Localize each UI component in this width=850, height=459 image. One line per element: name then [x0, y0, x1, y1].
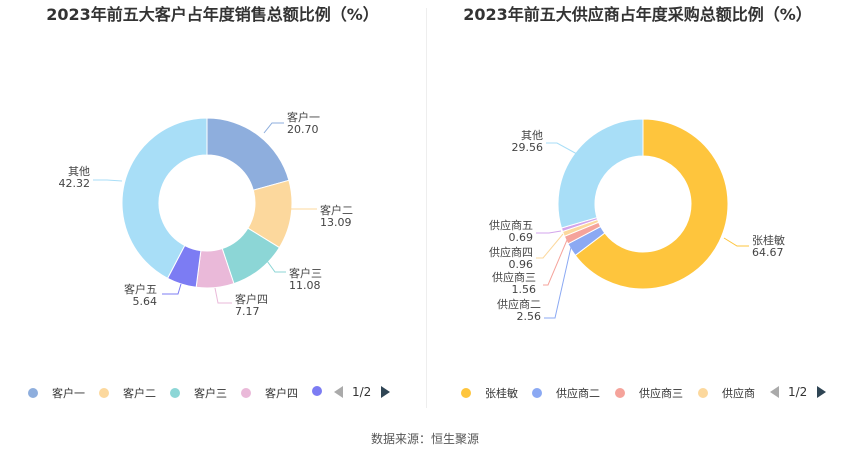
legend-next-page-arrow-icon[interactable]	[817, 386, 826, 398]
legend-label: 供应商三	[639, 387, 683, 400]
legend-label: 供应商	[722, 387, 755, 400]
pie-slice-1[interactable]	[206, 117, 290, 191]
label-leader-line	[536, 230, 562, 234]
slice-value-label: 0.96	[509, 258, 534, 271]
slice-category-label: 客户五	[124, 282, 157, 296]
slice-category-label: 客户四	[235, 292, 268, 306]
legend-item-customer-4[interactable]: 客户四	[241, 385, 298, 401]
legend-prev-page-arrow-icon[interactable]	[770, 386, 779, 398]
legend-item-supplier-3[interactable]: 供应商三	[615, 385, 683, 401]
customer-chart-panel: 2023年前五大客户占年度销售总额比例（%） 客户一 20.70 客户二 13.09 客…	[0, 0, 425, 412]
panel-divider	[426, 8, 427, 408]
slice-category-label: 客户三	[289, 266, 322, 280]
legend-label: 客户四	[265, 387, 298, 400]
slice-value-label: 29.56	[512, 141, 544, 154]
pie-slice-6[interactable]	[121, 117, 208, 279]
legend-item-customer-2[interactable]: 客户二	[99, 385, 156, 401]
legend-label: 供应商二	[556, 387, 600, 400]
data-source-note: 数据来源：恒生聚源	[370, 432, 479, 446]
supplier-chart-panel: 2023年前五大供应商占年度采购总额比例（%） 张桂敏 64.67 供应商二 2.56…	[425, 0, 850, 412]
slice-category-label: 供应商五	[489, 218, 533, 232]
label-leader-line	[162, 283, 182, 295]
slice-category-label: 供应商二	[497, 297, 541, 311]
legend-prev-page-arrow-icon[interactable]	[334, 386, 343, 398]
chart-title: 2023年前五大客户占年度销售总额比例（%）	[46, 5, 379, 24]
legend: 张桂敏 供应商二 供应商三 供应商 1/2	[425, 383, 850, 403]
slice-category-label: 其他	[68, 165, 90, 178]
legend-item-supplier-4[interactable]: 供应商	[698, 385, 755, 401]
legend-marker	[461, 388, 471, 398]
slice-category-label: 张桂敏	[752, 233, 785, 247]
label-leader-line	[93, 179, 123, 182]
legend-item-customer-1[interactable]: 客户一	[28, 385, 85, 401]
slice-value-label: 11.08	[289, 279, 321, 292]
legend-marker	[28, 388, 38, 398]
legend-page-indicator: 1/2	[352, 385, 372, 399]
legend-marker	[99, 388, 109, 398]
label-leader-line	[723, 237, 749, 247]
legend-item-supplier-1[interactable]: 张桂敏	[461, 385, 518, 401]
pie-slice-6[interactable]	[557, 118, 644, 229]
slice-value-label: 42.32	[59, 177, 91, 190]
slice-value-label: 64.67	[752, 246, 784, 259]
slice-value-label: 1.56	[512, 283, 537, 296]
legend-marker	[312, 386, 322, 396]
slice-value-label: 7.17	[235, 305, 260, 318]
legend-label: 客户三	[194, 387, 227, 400]
label-leader-line	[214, 287, 232, 304]
slice-value-label: 13.09	[320, 216, 352, 229]
label-leader-line	[543, 239, 568, 286]
pie-slice-1[interactable]	[574, 118, 729, 290]
slice-category-label: 供应商三	[492, 270, 536, 284]
slice-value-label: 20.70	[287, 123, 319, 136]
legend-label: 客户二	[123, 387, 156, 400]
legend-marker	[698, 388, 708, 398]
legend-next-page-arrow-icon[interactable]	[381, 386, 390, 398]
slice-value-label: 0.69	[509, 231, 534, 244]
legend-label: 张桂敏	[485, 387, 518, 400]
legend-marker	[615, 388, 625, 398]
legend: 客户一 客户二 客户三 客户四 1/2	[0, 383, 425, 403]
label-leader-line	[546, 142, 578, 155]
slice-category-label: 其他	[521, 129, 543, 142]
label-leader-line	[263, 122, 284, 134]
legend-item-customer-5[interactable]	[312, 385, 322, 398]
slice-category-label: 供应商四	[489, 245, 533, 259]
slice-value-label: 2.56	[517, 310, 542, 323]
slice-value-label: 5.64	[133, 295, 158, 308]
slice-category-label: 客户一	[287, 110, 320, 124]
label-leader-line	[544, 246, 572, 319]
chart-title: 2023年前五大供应商占年度采购总额比例（%）	[463, 5, 812, 24]
slice-category-label: 客户二	[320, 203, 353, 217]
legend-marker	[241, 388, 251, 398]
legend-marker	[532, 388, 542, 398]
label-leader-line	[261, 253, 286, 273]
legend-marker	[170, 388, 180, 398]
label-leader-line	[536, 233, 564, 259]
legend-label: 客户一	[52, 387, 85, 400]
legend-item-supplier-2[interactable]: 供应商二	[532, 385, 600, 401]
legend-page-indicator: 1/2	[788, 385, 808, 399]
legend-item-customer-3[interactable]: 客户三	[170, 385, 227, 401]
